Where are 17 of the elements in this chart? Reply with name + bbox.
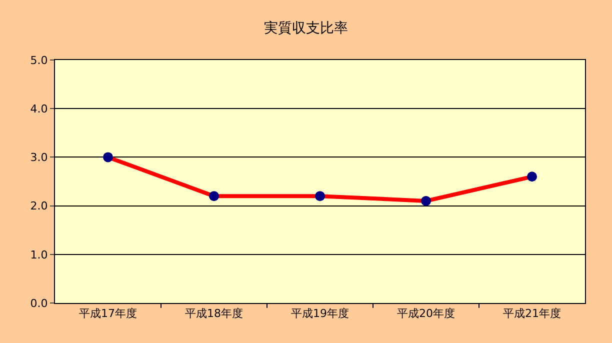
y-tick-label: 4.0 <box>30 102 48 116</box>
y-tick-label: 5.0 <box>30 54 48 67</box>
y-tick-label: 2.0 <box>30 200 48 213</box>
y-tick-label: 1.0 <box>30 248 48 262</box>
x-tick-label: 平成18年度 <box>185 307 243 320</box>
x-tick-label: 平成21年度 <box>503 307 561 320</box>
point <box>527 172 537 182</box>
x-tick-label: 平成19年度 <box>291 307 349 320</box>
point <box>315 191 325 202</box>
point <box>421 196 431 206</box>
x-tick-label: 平成20年度 <box>397 307 455 320</box>
y-tick-label: 0.0 <box>30 296 48 310</box>
x-tick-label: 平成17年度 <box>79 307 137 320</box>
chart-title: 実質収支比率 <box>264 20 348 36</box>
point <box>103 152 113 162</box>
y-tick-label: 3.0 <box>30 151 48 164</box>
point <box>209 191 219 202</box>
